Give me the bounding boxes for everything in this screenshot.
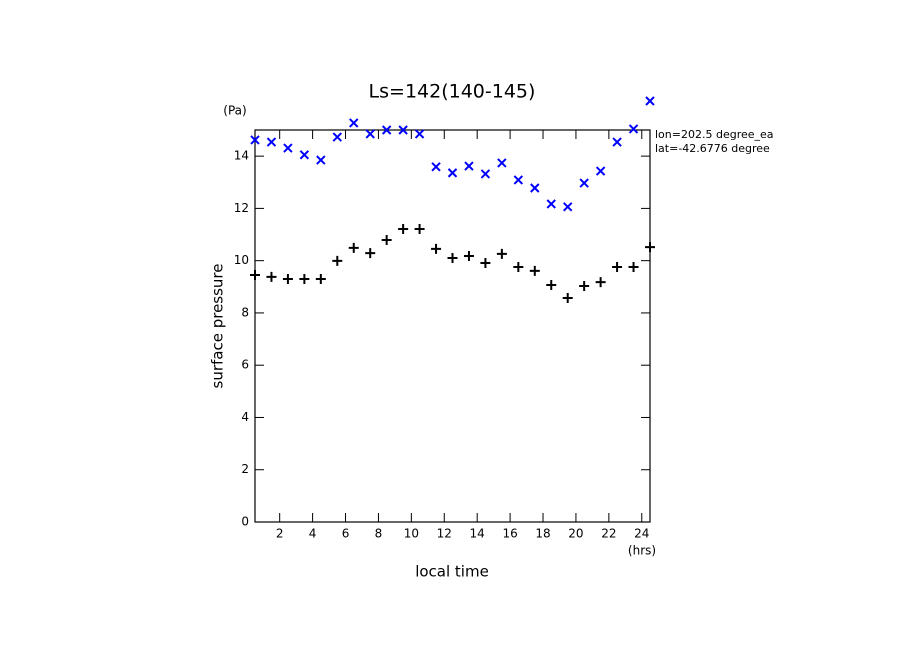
data-point: [464, 161, 474, 171]
y-tick-label: 12: [234, 201, 249, 215]
x-tick-label: 20: [568, 527, 583, 541]
data-point: [381, 125, 392, 135]
y-tick-label: 6: [241, 358, 249, 372]
data-point: [447, 253, 458, 264]
y-unit: (Pa): [223, 104, 246, 118]
data-point: [480, 258, 491, 269]
data-point: [299, 150, 310, 160]
y-tick-label: 10: [234, 253, 249, 267]
data-point: [529, 265, 540, 276]
data-point: [381, 235, 392, 246]
data-point: [414, 224, 425, 235]
data-point: [431, 243, 442, 254]
data-point: [628, 261, 639, 272]
y-tick-label: 4: [241, 410, 249, 424]
data-point: [562, 293, 573, 304]
x-tick-label: 18: [535, 527, 550, 541]
data-point: [563, 202, 573, 212]
data-point: [612, 261, 623, 272]
y-axis-title: surface pressure: [209, 264, 227, 389]
x-axis-title: local time: [415, 563, 489, 581]
data-point: [283, 143, 293, 153]
x-tick-label: 8: [375, 527, 383, 541]
data-point: [431, 162, 441, 172]
data-point: [513, 175, 524, 185]
y-tick-label: 8: [241, 305, 249, 319]
annotation: lat=-42.6776 degree: [655, 142, 770, 155]
x-tick-label: 24: [634, 527, 649, 541]
data-point: [250, 270, 260, 281]
data-point: [398, 125, 408, 135]
x-tick-label: 12: [437, 527, 452, 541]
data-point: [579, 178, 589, 188]
data-point: [546, 199, 556, 209]
data-point: [513, 261, 524, 272]
data-point: [530, 183, 540, 193]
x-tick-label: 10: [404, 527, 419, 541]
plot-frame: [254, 129, 651, 523]
data-point: [266, 271, 277, 282]
data-point: [595, 166, 606, 176]
x-tick-label: 2: [276, 527, 284, 541]
data-point: [282, 273, 293, 284]
data-point: [250, 135, 260, 145]
data-point: [414, 129, 425, 139]
chart-title: Ls=142(140-145): [369, 81, 536, 103]
x-tick-label: 22: [601, 527, 616, 541]
x-unit: (hrs): [628, 544, 656, 558]
x-tick-label: 6: [342, 527, 350, 541]
x-tick-label: 14: [470, 527, 485, 541]
data-point: [612, 137, 622, 147]
data-point: [365, 129, 375, 139]
data-point: [579, 281, 590, 292]
data-point: [316, 155, 326, 165]
data-point: [315, 273, 326, 284]
data-point: [332, 132, 342, 142]
data-point: [348, 242, 359, 253]
data-point: [496, 248, 507, 259]
data-point: [463, 250, 474, 261]
data-point: [546, 279, 557, 290]
data-point: [645, 96, 655, 106]
data-point: [497, 158, 507, 168]
data-point: [645, 242, 655, 253]
annotation: lon=202.5 degree_ea: [655, 128, 774, 141]
data-point: [447, 168, 458, 178]
y-tick-label: 0: [241, 515, 249, 529]
data-point: [365, 248, 376, 259]
y-tick-label: 2: [241, 462, 249, 476]
data-point: [595, 277, 606, 288]
data-point: [332, 255, 343, 266]
data-point: [628, 124, 639, 134]
data-point: [349, 118, 359, 128]
x-tick-label: 16: [502, 527, 517, 541]
x-tick-label: 4: [309, 527, 317, 541]
y-tick-label: 14: [234, 149, 249, 163]
data-point: [480, 169, 491, 179]
data-point: [266, 137, 277, 147]
data-point: [299, 273, 310, 284]
data-point: [398, 224, 409, 235]
